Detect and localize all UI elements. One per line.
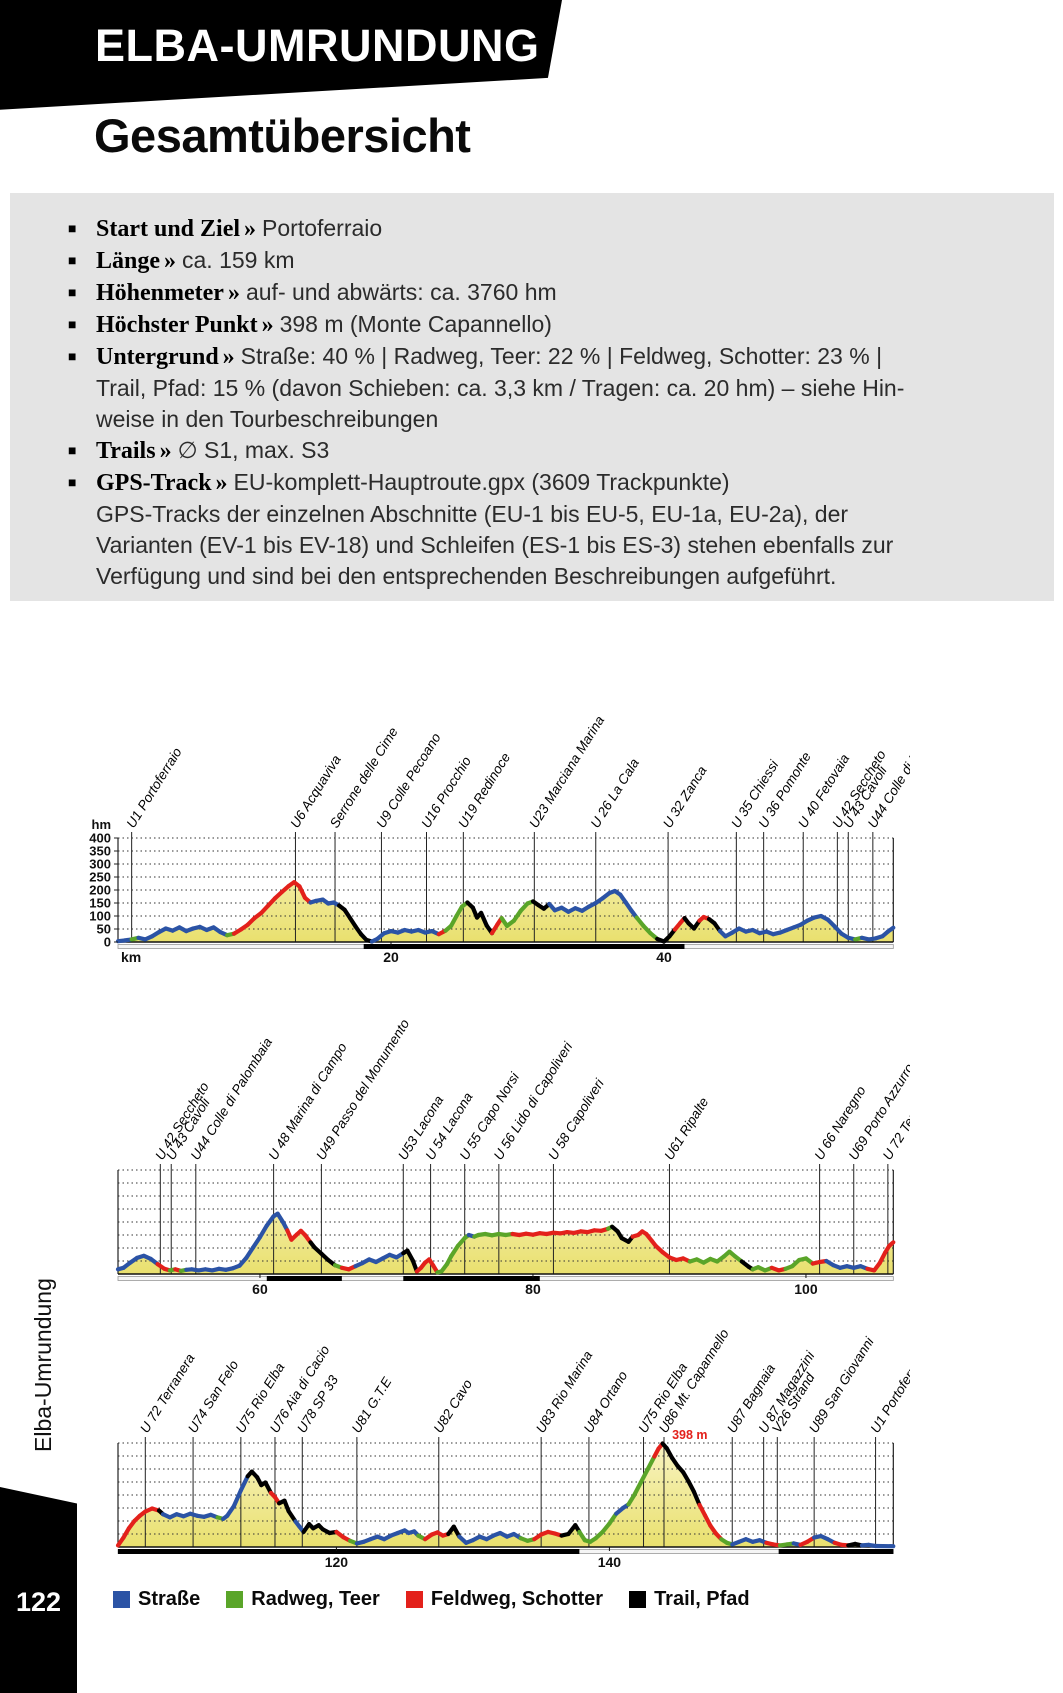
legend-item: Trail, Pfad — [629, 1588, 750, 1611]
bullet-square-icon: ■ — [68, 348, 77, 364]
waypoint-label: U 55 Capo Norsi — [457, 1069, 523, 1162]
bullet-square-icon: ■ — [68, 316, 77, 332]
info-separator: » — [222, 344, 235, 370]
info-term: Trails — [96, 438, 156, 464]
waypoint-label: U49 Passo del Monumento — [313, 1016, 412, 1162]
waypoint-label: U1 Portoferraio — [123, 745, 184, 831]
waypoint-label: U81 G.T.E — [349, 1374, 395, 1436]
svg-text:km: km — [121, 949, 141, 965]
waypoint-label: U89 San Giovanni — [806, 1334, 877, 1436]
bullet-square-icon: ■ — [68, 220, 77, 236]
page-number: 122 — [15, 1587, 62, 1617]
legend-label: Radweg, Teer — [251, 1588, 380, 1610]
info-item: ■ Höchster Punkt» 398 m (Monte Capannello) — [68, 309, 1028, 341]
svg-text:50: 50 — [97, 922, 111, 937]
svg-text:300: 300 — [89, 857, 111, 872]
svg-text:100: 100 — [89, 909, 111, 924]
svg-text:40: 40 — [656, 949, 672, 965]
svg-text:400: 400 — [89, 831, 111, 846]
side-label: Elba-Umrundung — [30, 1278, 56, 1452]
legend-swatch — [405, 1591, 423, 1608]
legend-swatch — [629, 1591, 647, 1608]
legend-label: Straße — [138, 1588, 201, 1610]
info-value: EU-komplett-Hauptroute.gpx (3609 Trackpu… — [96, 469, 894, 589]
waypoint-label: U74 San Felo — [185, 1357, 242, 1435]
page-title: Gesamtübersicht — [94, 109, 471, 162]
info-item: ■ Untergrund» Straße: 40 % | Radweg, Teer:… — [68, 341, 1028, 435]
info-term: GPS-Track — [96, 470, 212, 496]
page-number-tab: 122 — [0, 1487, 77, 1693]
info-term: Höhenmeter — [96, 280, 224, 306]
info-box: ■ Start und Ziel» Portoferraio ■ Länge» ca. 1… — [10, 193, 1054, 601]
elevation-chart-3: 120 140 U 72 Terranera U74 San Felo U75 Rio … — [85, 1300, 929, 1580]
info-item: ■ GPS-Track» EU-komplett-Hauptroute.gpx (3… — [68, 467, 1028, 592]
legend-item: Feldweg, Schotter — [405, 1588, 604, 1611]
info-item: ■ Trails» ∅ S1, max. S3 — [68, 435, 1028, 467]
waypoint-label: U61 Ripalte — [661, 1095, 711, 1163]
legend-label: Trail, Pfad — [654, 1588, 750, 1610]
info-term: Länge — [96, 248, 161, 274]
info-item: ■ Höhenmeter» auf- und abwärts: ca. 3760 h… — [68, 277, 1028, 309]
bullet-square-icon: ■ — [68, 442, 77, 458]
legend-item: Radweg, Teer — [226, 1588, 380, 1611]
elevation-chart-1: 400 350 300 250 200 150 100 50 0 hm 20 40 km U1 Porto… — [85, 620, 952, 975]
bullet-square-icon: ■ — [68, 284, 77, 300]
info-value: Portoferraio — [262, 215, 383, 241]
bullet-square-icon: ■ — [68, 474, 77, 490]
legend-item: Straße — [113, 1588, 200, 1611]
legend-swatch — [113, 1591, 130, 1608]
svg-text:20: 20 — [383, 949, 399, 965]
svg-text:250: 250 — [89, 870, 111, 885]
legend: Straße Radweg, Teer Feldweg, Schotter Trail… — [113, 1588, 750, 1611]
info-value: Straße: 40 % | Radweg, Teer: 22 % | Feld… — [96, 343, 905, 432]
info-value: 398 m (Monte Capannello) — [279, 311, 552, 337]
info-value: auf- und abwärts: ca. 3760 hm — [245, 279, 557, 305]
legend-label: Feldweg, Schotter — [430, 1588, 604, 1610]
info-separator: » — [227, 280, 240, 306]
info-item: ■ Länge» ca. 159 km — [68, 245, 1028, 277]
svg-text:0: 0 — [104, 935, 111, 950]
info-value: ∅ S1, max. S3 — [177, 437, 330, 463]
section-banner-title: ELBA-UMRUNDUNG — [95, 20, 540, 71]
svg-text:140: 140 — [598, 1554, 622, 1570]
waypoint-label: U1 Portoferraio — [867, 1350, 910, 1436]
waypoint-label: U 26 La Cala — [588, 755, 643, 830]
svg-text:80: 80 — [525, 1281, 541, 1297]
peak-elevation-annotation: 398 m — [672, 1428, 707, 1442]
waypoint-label: U82 Cavo — [431, 1376, 476, 1435]
section-banner: ELBA-UMRUNDUNG — [0, 0, 562, 110]
svg-text:350: 350 — [89, 844, 111, 859]
waypoint-label: U 32 Zanca — [660, 763, 710, 831]
info-list: ■ Start und Ziel» Portoferraio ■ Länge» ca. 1… — [10, 193, 1054, 592]
bullet-square-icon: ■ — [68, 252, 77, 268]
svg-text:100: 100 — [794, 1281, 818, 1297]
waypoint-label: U84 Ortano — [581, 1368, 631, 1436]
elevation-chart-2: 60 80 100 U 42 Seccheto U 43 Cavoli U44 Colle… — [85, 970, 941, 1307]
svg-text:60: 60 — [252, 1281, 268, 1297]
svg-text:hm: hm — [92, 817, 112, 832]
info-separator: » — [244, 216, 257, 242]
info-term: Start und Ziel — [96, 216, 241, 242]
info-term: Höchster Punkt — [96, 312, 258, 338]
legend-swatch — [226, 1591, 244, 1608]
info-item: ■ Start und Ziel» Portoferraio — [68, 213, 1028, 245]
info-separator: » — [159, 438, 172, 464]
info-value: ca. 159 km — [182, 247, 295, 273]
svg-text:120: 120 — [325, 1554, 349, 1570]
info-term: Untergrund — [96, 344, 219, 370]
info-separator: » — [164, 248, 177, 274]
info-separator: » — [261, 312, 274, 338]
info-separator: » — [215, 470, 228, 496]
svg-text:200: 200 — [89, 883, 111, 898]
waypoint-label: U 58 Capoliveri — [545, 1076, 607, 1163]
svg-text:150: 150 — [89, 896, 111, 911]
